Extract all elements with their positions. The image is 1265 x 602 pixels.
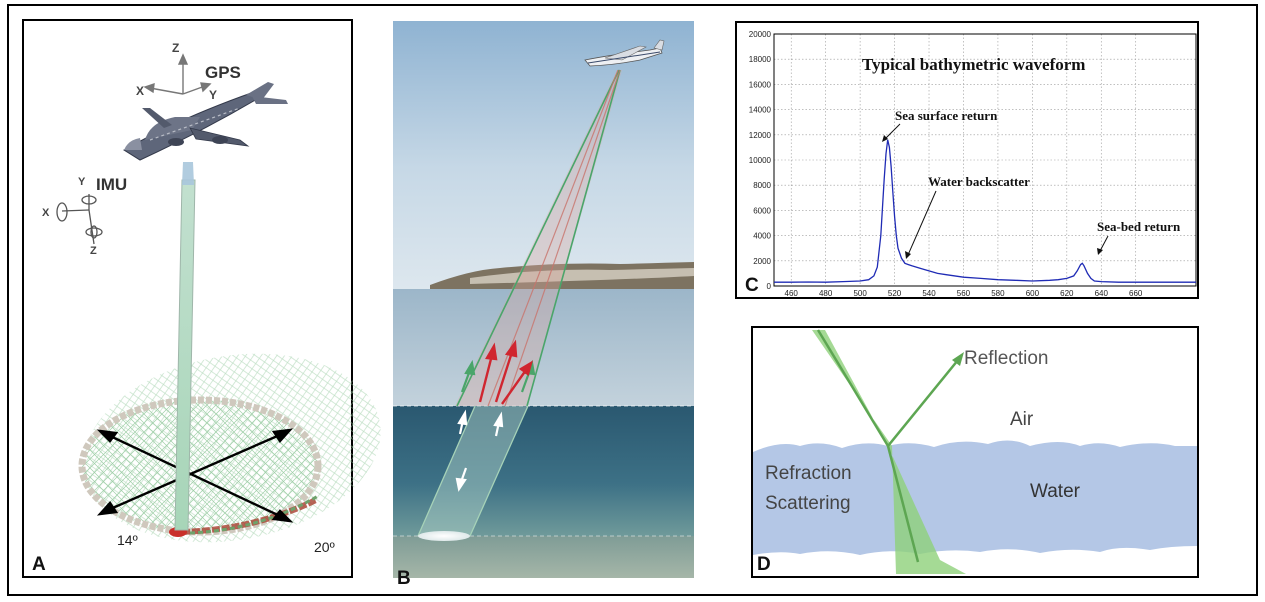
y-tick-label: 10000 bbox=[749, 156, 772, 165]
y-tick-label: 0 bbox=[767, 282, 772, 291]
panel-c-letter: C bbox=[745, 275, 759, 296]
x-tick-label: 620 bbox=[1060, 289, 1074, 298]
label-refraction: Refraction bbox=[765, 463, 852, 484]
label-scattering: Scattering bbox=[765, 493, 851, 514]
chart-title: Typical bathymetric waveform bbox=[862, 55, 1085, 74]
panel-b-letter: B bbox=[397, 568, 411, 589]
imu-gyro-symbol bbox=[56, 194, 103, 245]
imu-axis-x: X bbox=[42, 207, 50, 219]
x-tick-label: 600 bbox=[1026, 289, 1040, 298]
y-tick-label: 2000 bbox=[753, 257, 771, 266]
gps-axis-z: Z bbox=[172, 41, 179, 55]
annotation-backscatter-arrow bbox=[907, 190, 937, 256]
y-tick-label: 16000 bbox=[749, 80, 772, 89]
y-tick-label: 14000 bbox=[749, 106, 772, 115]
label-water: Water bbox=[1030, 481, 1081, 502]
x-tick-label: 640 bbox=[1095, 289, 1109, 298]
y-tick-label: 6000 bbox=[753, 206, 771, 215]
chart-grid bbox=[774, 33, 1196, 287]
panel-d-letter: D bbox=[757, 554, 771, 575]
panel-a-letter: A bbox=[32, 554, 46, 575]
underwater-beam bbox=[418, 406, 528, 536]
panel-b-water-column bbox=[393, 406, 694, 536]
panel-c: 0 2000 4000 6000 8000 10000 12000 14000 16000 180… bbox=[735, 21, 1199, 299]
angle-right-label: 20º bbox=[314, 539, 335, 555]
survey-airplane bbox=[123, 82, 288, 161]
chart-plot-border bbox=[773, 33, 1197, 287]
reflection-arrow bbox=[887, 359, 959, 447]
y-tick-label: 4000 bbox=[753, 232, 771, 241]
x-tick-label: 460 bbox=[785, 289, 799, 298]
annotation-seabed-arrow bbox=[1099, 235, 1109, 252]
panel-b-sky bbox=[393, 21, 694, 289]
y-tick-label: 20000 bbox=[749, 30, 772, 39]
survey-airplane-b bbox=[584, 39, 665, 67]
gps-axis-x: X bbox=[136, 84, 144, 98]
imu-axis-z: Z bbox=[90, 245, 97, 257]
annotation-seabed-return: Sea-bed return bbox=[1097, 219, 1181, 234]
label-air: Air bbox=[1010, 409, 1034, 430]
x-tick-label: 520 bbox=[888, 289, 902, 298]
seabed-footprint bbox=[418, 531, 470, 541]
x-tick-label: 660 bbox=[1129, 289, 1143, 298]
annotation-water-backscatter: Water backscatter bbox=[928, 174, 1030, 189]
x-tick-label: 480 bbox=[819, 289, 833, 298]
reflection-arrows-red bbox=[478, 339, 533, 405]
x-tick-label: 560 bbox=[957, 289, 971, 298]
gps-axes bbox=[143, 53, 212, 95]
panel-d: Reflection Air Water Refraction Scatteri… bbox=[751, 326, 1199, 578]
y-tick-label: 18000 bbox=[749, 55, 772, 64]
water-arrows-white bbox=[455, 409, 504, 492]
water-body bbox=[753, 440, 1197, 555]
gps-axis-y: Y bbox=[209, 88, 217, 102]
x-tick-label: 580 bbox=[991, 289, 1005, 298]
angle-left-label: 14º bbox=[117, 532, 138, 548]
annotation-surface-arrow bbox=[883, 123, 901, 141]
chart-series bbox=[773, 139, 1197, 283]
chart-x-ticks: 460 480 500 520 540 560 580 600 620 640 660 bbox=[785, 289, 1143, 298]
gps-label: GPS bbox=[205, 63, 241, 82]
panel-b: B bbox=[393, 21, 694, 589]
label-reflection: Reflection bbox=[964, 348, 1049, 369]
imu-axis-y: Y bbox=[78, 176, 86, 188]
y-tick-label: 12000 bbox=[749, 131, 772, 140]
y-tick-label: 8000 bbox=[753, 181, 771, 190]
outer-frame bbox=[7, 4, 1258, 596]
annotation-surface-return: Sea surface return bbox=[895, 108, 998, 123]
chart-y-ticks: 0 2000 4000 6000 8000 10000 12000 14000 16000 180… bbox=[749, 30, 772, 291]
panel-a: Z X Y GPS IMU Y X Z bbox=[22, 19, 381, 578]
x-tick-label: 540 bbox=[922, 289, 936, 298]
panel-b-seabed bbox=[393, 536, 694, 578]
imu-label: IMU bbox=[96, 175, 127, 194]
x-tick-label: 500 bbox=[853, 289, 867, 298]
swath-cross-arrows bbox=[96, 428, 294, 523]
